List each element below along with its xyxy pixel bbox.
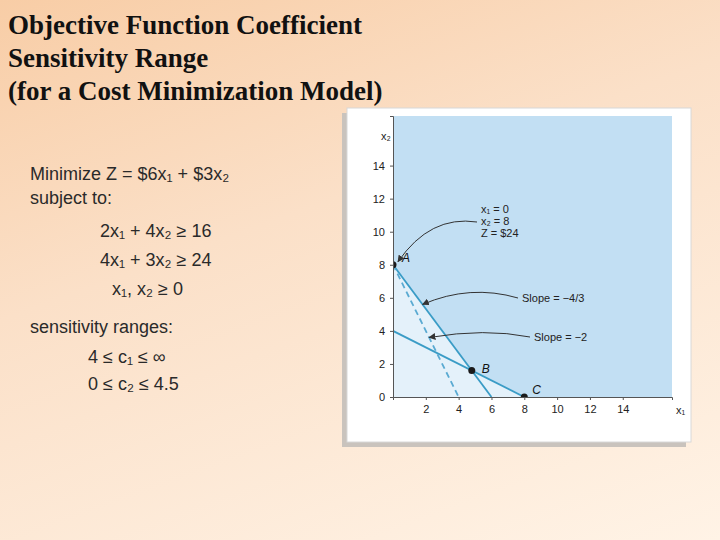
tick-mark [491,397,492,400]
tick: 2 [379,358,393,370]
annotation-arrow [423,292,518,304]
constraint-line [393,265,491,397]
axis-line [390,117,394,398]
plot-background [393,116,672,397]
tick-label: 14 [617,403,629,415]
tick-label: 10 [373,226,385,238]
x-axis-label: x₁ [676,404,686,416]
feasible-region [393,116,672,397]
range: 0 ≤ c₂ ≤ 4.5 [88,374,179,394]
objective-line [393,265,459,397]
constraint: 4x₁ + 3x₂ ≥ 24 [100,250,212,270]
tick-mark [390,166,393,167]
tick-mark [390,397,393,398]
tick-mark [390,331,393,332]
tick-label: 12 [373,193,385,205]
axis-line [394,398,673,401]
tick-label: 2 [379,358,385,370]
tick-mark [426,397,427,400]
tick: 14 [617,397,629,415]
tick-label: 6 [489,403,495,415]
annotation-text: Slope = −4/3 [522,292,584,304]
y-axis-label: x₂ [381,130,391,142]
range: 4 ≤ c₁ ≤ ∞ [88,347,166,367]
point-label: A [401,251,410,265]
tick-label: 0 [379,391,385,403]
tick-mark [459,397,460,400]
annotation-arrow [429,333,530,338]
title: Objective Function CoefficientSensitivit… [8,10,382,106]
annotation-text: Slope = −2 [534,331,587,343]
tick-mark [623,397,624,400]
tick: 2 [423,397,429,415]
tick-label: 8 [379,259,385,271]
tick-mark [524,397,525,400]
card-shadow [342,113,686,447]
title-line: Objective Function Coefficient [8,10,362,40]
tick-label: 6 [379,292,385,304]
tick-mark [590,397,591,400]
tick-label: 4 [379,325,385,337]
corner-point [468,367,475,374]
constraint: x₁, x₂ ≥ 0 [112,279,183,299]
objective: Minimize Z = $6x₁ + $3x₂ [30,164,229,184]
annotation-arrow [398,221,477,262]
tick-mark [390,199,393,200]
tick-label: 2 [423,403,429,415]
tick-mark [390,298,393,299]
tick-mark [390,364,393,365]
annotations: x₁ = 0x₂ = 8Z = $24 Slope = −4/3 Slope = −… [398,203,587,343]
tick-label: 4 [456,403,462,415]
constraint-line [393,331,524,397]
tick-label: 10 [551,403,563,415]
constraints-heading: subject to: [30,188,112,208]
body-text: Minimize Z = $6x₁ + $3x₂ subject to: 2x₁ +… [30,164,229,394]
title-line: Sensitivity Range [8,43,208,73]
y-axis: 0 2 4 6 8 10 12 14 [373,117,394,404]
tick: 6 [379,292,393,304]
tick-label: 8 [522,403,528,415]
title-line: (for a Cost Minimization Model) [8,76,382,106]
point-label: B [482,362,490,376]
annotation-text: Z = $24 [481,227,519,239]
x-axis: 2 4 6 8 10 12 14 [394,397,673,415]
tick: 4 [456,397,462,415]
tick: 12 [584,397,596,415]
tick-mark [557,397,558,400]
tick: 6 [489,397,495,415]
tick: 0 [379,391,393,403]
tick: 10 [373,226,393,238]
corner-point [521,394,528,398]
constraint: 2x₁ + 4x₂ ≥ 16 [100,221,212,241]
tick: 8 [522,397,528,415]
tick: 12 [373,193,393,205]
tick: 8 [379,259,393,271]
slide-canvas: Objective Function CoefficientSensitivit… [0,0,720,540]
slide: Objective Function CoefficientSensitivit… [0,0,720,540]
annotation-text: x₁ = 0 [481,203,509,215]
tick-label: 12 [584,403,596,415]
annotation-text: x₂ = 8 [481,215,509,227]
point-label: C [532,383,541,397]
card [347,108,691,442]
tick-mark [390,265,393,266]
tick-mark [390,232,393,233]
plot-marks [393,116,672,397]
tick: 10 [551,397,563,415]
tick: 4 [379,325,393,337]
tick-label: 14 [373,160,385,172]
tick: 14 [373,160,393,172]
ranges-heading: sensitivity ranges: [30,317,173,337]
